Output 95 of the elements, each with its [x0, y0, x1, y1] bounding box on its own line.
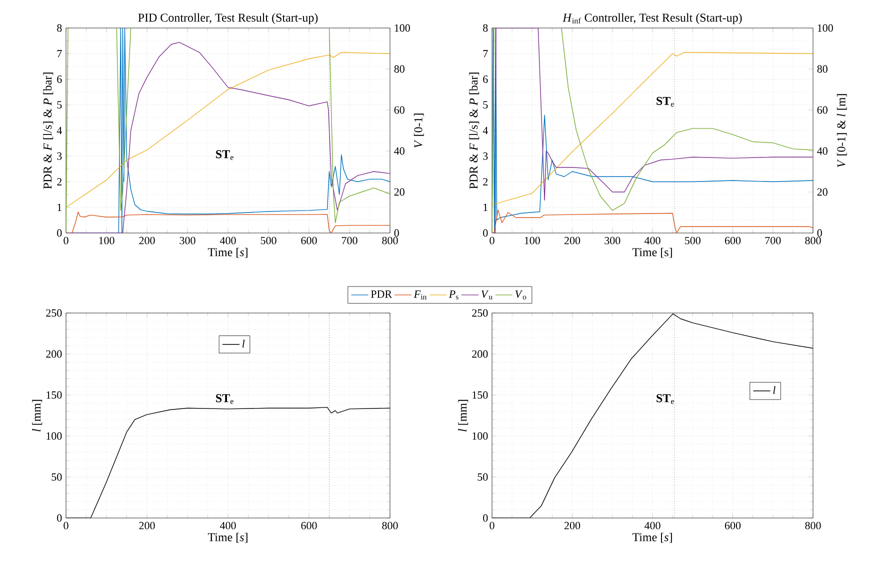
x-tick-label: 0 — [64, 522, 68, 530]
x-tick-label: 100 — [99, 236, 114, 244]
y-axis-title: l [mm] — [32, 400, 42, 432]
y-tick-label: 8 — [57, 24, 62, 32]
y-axis-title: PDR & F [l/s] & P [bar] — [43, 72, 54, 189]
y-tick-label: 2 — [57, 178, 62, 186]
y-tick-label: 0 — [57, 514, 62, 522]
y2-tick-label: 60 — [394, 106, 404, 114]
y-tick-label: 50 — [478, 473, 488, 481]
x-tick-label: 800 — [382, 236, 398, 244]
x-tick-label: 200 — [139, 522, 155, 530]
x-axis-title: Time [s] — [208, 532, 248, 543]
y-tick-label: 0 — [483, 229, 488, 237]
chart-title: PID Controller, Test Result (Start-up) — [138, 13, 318, 24]
y2-tick-label: 0 — [817, 229, 822, 237]
annotation: ST$_{e}$ — [656, 394, 674, 404]
x-tick-label: 500 — [260, 236, 276, 244]
y-tick-label: 250 — [472, 309, 488, 317]
y-tick-label: 2 — [483, 178, 488, 186]
x-tick-label: 800 — [382, 522, 398, 530]
x-tick-label: 0 — [490, 236, 494, 244]
y-tick-label: 5 — [57, 101, 62, 109]
x-tick-label: 0 — [490, 522, 494, 530]
y2-tick-label: 20 — [394, 188, 404, 196]
y-tick-label: 0 — [483, 514, 488, 522]
legend-label: V$_{u}$ — [481, 290, 492, 300]
y-tick-label: 1 — [484, 204, 488, 212]
y-tick-label: 150 — [46, 391, 62, 399]
x-tick-label: 600 — [301, 236, 317, 244]
legend-label: F$_{in}$ — [414, 290, 427, 300]
x-tick-label: 200 — [564, 236, 580, 244]
x-tick-label: 0 — [64, 236, 68, 244]
y-tick-label: 3 — [483, 152, 488, 160]
y-axis-title: PDR & F [l/s] & P [bar] — [469, 72, 480, 189]
x-tick-label: 600 — [301, 522, 317, 530]
y2-tick-label: 100 — [394, 24, 410, 32]
x-axis-title: Time [s] — [632, 532, 672, 543]
x-axis-title: Time [s] — [208, 248, 248, 258]
y-tick-label: 50 — [52, 473, 62, 481]
y-tick-label: 5 — [483, 101, 488, 109]
y-tick-label: 7 — [483, 50, 488, 58]
y-tick-label: 1 — [58, 204, 62, 212]
y-tick-label: 7 — [57, 50, 62, 58]
x-tick-label: 300 — [180, 236, 196, 244]
y2-tick-label: 20 — [817, 188, 828, 196]
y-tick-label: 200 — [46, 350, 62, 358]
x-tick-label: 400 — [644, 236, 660, 244]
x-tick-label: 400 — [220, 236, 236, 244]
y-tick-label: 6 — [483, 76, 488, 83]
y2-tick-label: 0 — [394, 229, 399, 237]
legend-label: PDR — [370, 290, 392, 298]
y-tick-label: 150 — [472, 391, 488, 399]
y-tick-label: 4 — [482, 126, 488, 134]
x-tick-label: 200 — [564, 522, 580, 530]
y-tick-label: 200 — [472, 350, 488, 358]
x-tick-label: 500 — [685, 236, 700, 244]
x-tick-label: 600 — [724, 236, 741, 244]
annotation: ST$_{e}$ — [656, 96, 674, 107]
x-tick-label: 700 — [765, 236, 781, 244]
y2-tick-label: 60 — [817, 106, 828, 114]
x-axis-title: Time [s] — [632, 248, 672, 258]
x-tick-label: 400 — [644, 522, 660, 530]
y-tick-label: 250 — [46, 309, 62, 317]
y2-tick-label: 40 — [817, 147, 828, 155]
line-series — [66, 52, 390, 208]
y2-tick-label: 100 — [818, 24, 833, 32]
x-tick-label: 700 — [342, 236, 358, 244]
annotation: ST$_{e}$ — [216, 394, 234, 404]
chart-title: H$_{inf}$ Controller, Test Result (Start-up) — [562, 13, 742, 24]
x-tick-label: 800 — [805, 522, 821, 530]
legend-label: V$_{o}$ — [515, 290, 526, 300]
y-tick-label: 0 — [57, 229, 62, 237]
y-tick-label: 100 — [472, 432, 488, 440]
x-tick-label: 200 — [139, 236, 155, 244]
y-axis-title: l [mm] — [458, 400, 468, 432]
y-tick-label: 4 — [56, 126, 62, 134]
y-tick-label: 8 — [483, 24, 488, 32]
y-tick-label: 100 — [46, 432, 62, 440]
y2-tick-label: 80 — [394, 65, 404, 73]
legend-label: l — [242, 340, 245, 348]
x-tick-label: 100 — [524, 236, 540, 244]
y2-tick-label: 40 — [394, 147, 404, 155]
x-tick-label: 400 — [220, 522, 236, 530]
y-tick-label: 6 — [57, 76, 62, 83]
legend-label: P$_{s}$ — [448, 290, 458, 300]
x-tick-label: 800 — [805, 236, 821, 244]
line-series — [492, 52, 814, 206]
y2-axis-title: V [0-1] — [414, 114, 424, 148]
y-tick-label: 3 — [57, 152, 62, 160]
x-tick-label: 300 — [604, 236, 620, 244]
y2-axis-title: V [0-1] & l [m] — [836, 94, 847, 168]
y2-tick-label: 80 — [817, 65, 828, 73]
annotation: ST$_{e}$ — [216, 150, 234, 160]
x-tick-label: 600 — [724, 522, 741, 530]
legend-label: l — [773, 386, 776, 394]
